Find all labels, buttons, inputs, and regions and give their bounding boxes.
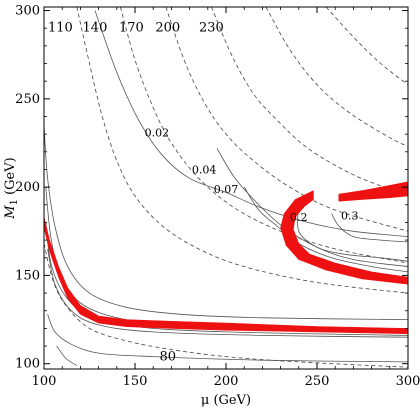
y-tick-label: 200	[15, 180, 40, 195]
contour-label-0.2: 0.2	[290, 211, 308, 224]
x-tick-label: 300	[396, 374, 420, 389]
x-tick-label: 150	[123, 374, 148, 389]
mass-label-80: 80	[159, 350, 176, 365]
contour-labels: 80 110 140 170 200 230 0.02 0.04 0.07 0.2 0.3	[48, 20, 359, 364]
y-tick-label: 250	[15, 92, 40, 107]
solid-contour-line-3	[47, 248, 408, 338]
mass-label-230: 230	[199, 20, 224, 35]
solid-contour-0.07	[243, 186, 408, 273]
contour-label-0.04: 0.04	[192, 163, 217, 176]
x-axis-title: μ (GeV)	[201, 393, 251, 408]
dashed-contour-110	[76, 7, 408, 294]
dashed-contour-extra-6	[325, 7, 408, 86]
solid-contour-0.2	[297, 204, 408, 262]
dashed-contour-140	[120, 7, 408, 264]
y-axis-title: M1 (GeV)	[3, 157, 20, 219]
dashed-contour-230	[265, 7, 408, 147]
red-band-2	[280, 190, 408, 285]
mass-label-110: 110	[48, 20, 73, 35]
x-tick-label: 250	[305, 374, 330, 389]
solid-contour-line-4	[47, 314, 408, 363]
contour-label-0.02: 0.02	[145, 126, 170, 139]
contour-label-0.3: 0.3	[341, 209, 359, 222]
y-axis-title-text: M1 (GeV)	[3, 157, 20, 219]
contour-layer	[44, 7, 408, 368]
red-band-layer	[44, 181, 408, 334]
solid-contour-0.04	[216, 148, 408, 267]
x-tick-label: 200	[214, 374, 239, 389]
mass-label-170: 170	[119, 20, 144, 35]
red-band-1	[44, 216, 408, 334]
dashed-contour-80	[44, 243, 408, 368]
dashed-contour-170	[165, 7, 408, 232]
dashed-contour-200	[211, 7, 408, 197]
solid-contour-line-5	[56, 345, 78, 366]
y-tick-label: 300	[15, 4, 40, 19]
contour-label-0.07: 0.07	[214, 183, 239, 196]
solid-contour-0.3	[331, 213, 408, 243]
mass-label-140: 140	[83, 20, 108, 35]
x-tick-label: 100	[32, 374, 57, 389]
mass-label-200: 200	[155, 20, 180, 35]
solid-contour-line-0	[44, 125, 408, 320]
axis-ticks: 100 150 200 250 300 100 150 200 250 300	[15, 4, 420, 389]
red-band-3	[338, 181, 408, 202]
y-tick-label: 150	[15, 268, 40, 283]
solid-contour-0.02	[94, 10, 408, 237]
y-tick-label: 100	[15, 357, 40, 372]
